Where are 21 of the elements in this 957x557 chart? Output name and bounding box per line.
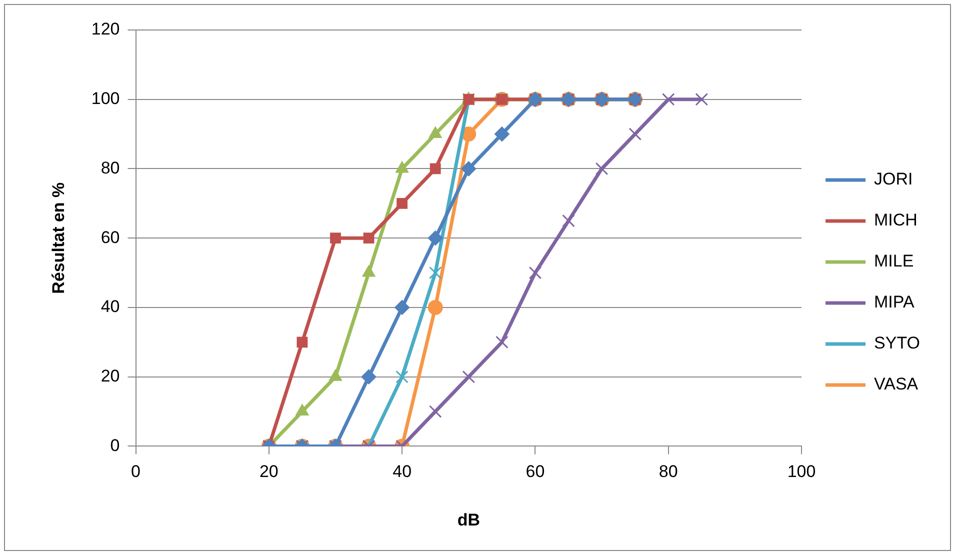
legend-label: MICH: [874, 210, 918, 230]
legend-label: MILE: [874, 252, 914, 271]
y-tick-label: 80: [100, 158, 120, 178]
x-tick-label: 80: [658, 462, 678, 482]
x-axis-title: dB: [457, 510, 480, 530]
legend-label: VASA: [874, 374, 919, 394]
y-tick-label: 40: [100, 297, 120, 316]
x-tick-label: 0: [131, 462, 140, 482]
legend-label: MIPA: [874, 292, 915, 312]
y-tick-label: 60: [100, 228, 120, 247]
legend-label: JORI: [874, 170, 913, 189]
y-axis-title: Résultat en %: [48, 182, 68, 294]
y-tick-label: 100: [91, 89, 120, 108]
y-tick-label: 20: [100, 366, 120, 386]
legend-label: SYTO: [874, 334, 920, 353]
y-tick-label: 0: [110, 436, 120, 455]
y-tick-label: 120: [91, 20, 120, 39]
x-tick-label: 100: [787, 462, 816, 482]
x-tick-label: 40: [392, 462, 412, 482]
x-tick-label: 60: [526, 462, 545, 482]
x-tick-label: 20: [259, 462, 278, 482]
